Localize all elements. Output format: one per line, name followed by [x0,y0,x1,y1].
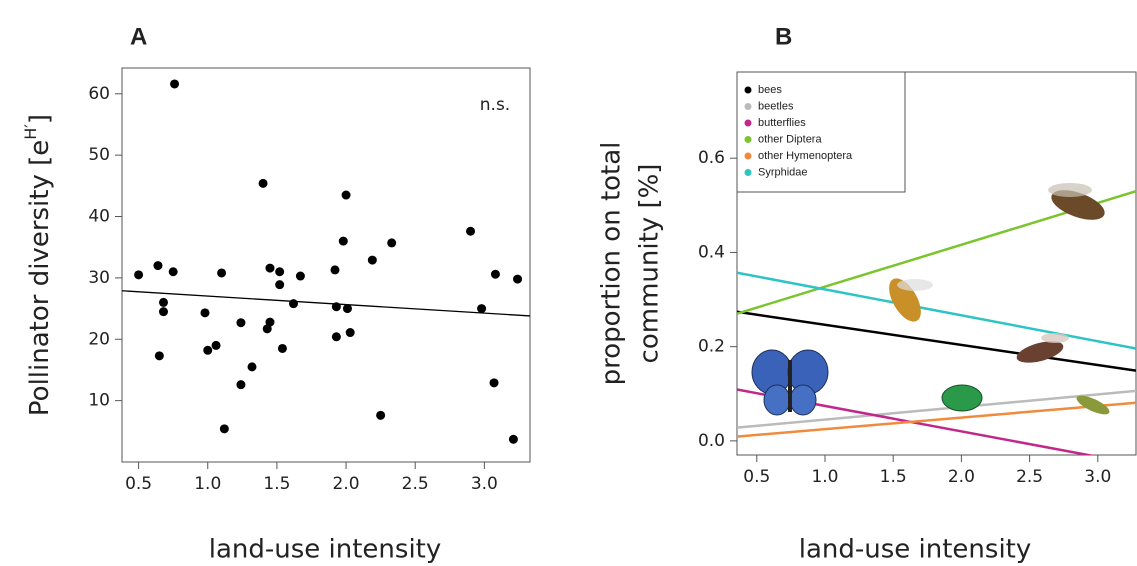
data-point [489,378,499,388]
annotation: n.s. [480,95,510,115]
data-point [295,271,305,281]
y-tick-label: 60 [88,84,110,104]
y-label-superscript: H′ [21,124,40,140]
legend-label: Syrphidae [758,166,808,178]
bee-icon [1016,333,1069,363]
data-point [265,317,275,327]
x-tick-label: 2.5 [1016,467,1043,487]
data-point [200,308,210,318]
data-point [258,178,268,188]
legend-marker [744,103,752,110]
data-point [203,345,213,355]
data-point [513,274,523,284]
y-tick-label: 40 [88,207,110,227]
x-tick-label: 2.0 [948,467,975,487]
x-tick-label: 1.0 [811,467,838,487]
data-point [236,380,246,390]
y-axis-label: community [%] [635,164,665,364]
y-tick-label: 0.4 [698,242,725,262]
x-tick-label: 2.5 [402,474,429,494]
insect-pictures [751,183,1110,416]
y-tick-label: 0.2 [698,337,725,357]
data-point [338,236,348,246]
beetle-icon [941,384,983,412]
hoverfly-icon [889,278,933,322]
data-point [277,343,287,353]
data-point [170,79,180,89]
x-tick-label: 0.5 [743,467,770,487]
panel-title: A [130,23,147,50]
y-tick-label: 0.6 [698,148,725,168]
x-axis-label: land-use intensity [799,535,1032,565]
y-label-text: Pollinator diversity [e [25,140,55,416]
data-point [345,328,355,338]
fly-icon [1048,183,1105,220]
data-point [153,261,163,271]
data-point [154,351,164,361]
data-point [342,304,352,314]
data-point [236,318,246,328]
data-point [211,340,221,350]
data-point [275,280,285,290]
y-tick-label: 0.0 [698,431,725,451]
data-point [490,269,500,279]
plot-frame [121,67,531,463]
x-tick-label: 1.0 [194,474,221,494]
data-point [330,265,340,275]
x-tick-label: 0.5 [125,474,152,494]
legend-label: beetles [758,100,794,112]
data-point [477,304,487,314]
legend-marker [744,136,752,143]
y-axis-label: Pollinator diversity [eH′] [21,114,55,416]
data-point [508,434,518,444]
data-point [331,332,341,342]
y-tick-label: 20 [88,329,110,349]
data-point [158,307,168,317]
legend-label: other Hymenoptera [758,150,853,162]
data-point [466,226,476,236]
x-tick-label: 2.0 [333,474,360,494]
legend-box [736,71,906,193]
legend-label: butterflies [758,117,806,129]
panel-title: B [775,23,792,50]
data-point [367,255,377,265]
data-point [219,424,229,434]
y-axis-label: proportion on total [597,142,627,386]
series-line [737,310,1136,372]
data-point [341,190,351,200]
data-point [247,362,257,372]
butterfly-icon [751,349,829,416]
data-point [134,270,144,280]
data-point [387,238,397,248]
data-point [376,410,386,420]
series-line [737,401,1136,438]
legend-marker [744,86,752,94]
y-tick-label: 50 [88,145,110,165]
x-axis-label: land-use intensity [209,535,442,565]
sawfly-icon [1076,395,1110,415]
series-line [737,271,1136,350]
data-point [262,324,272,334]
x-tick-label: 3.0 [1084,467,1111,487]
y-tick-label: 10 [88,391,110,411]
legend-label: other Diptera [758,133,822,145]
y-label-end: ] [25,114,55,124]
series-line [737,389,1136,429]
legend-marker [744,152,752,160]
data-point [158,297,168,307]
legend-marker [744,119,752,127]
y-tick-label: 30 [88,268,110,288]
trend-line [121,290,531,317]
data-point [217,268,227,278]
data-point [168,267,178,277]
legend-marker [744,169,752,176]
x-tick-label: 1.5 [263,474,290,494]
x-tick-label: 1.5 [880,467,907,487]
data-point [265,263,275,273]
x-tick-label: 3.0 [471,474,498,494]
plot-frame [736,71,1137,456]
legend-label: bees [758,84,782,96]
data-point [275,267,285,277]
